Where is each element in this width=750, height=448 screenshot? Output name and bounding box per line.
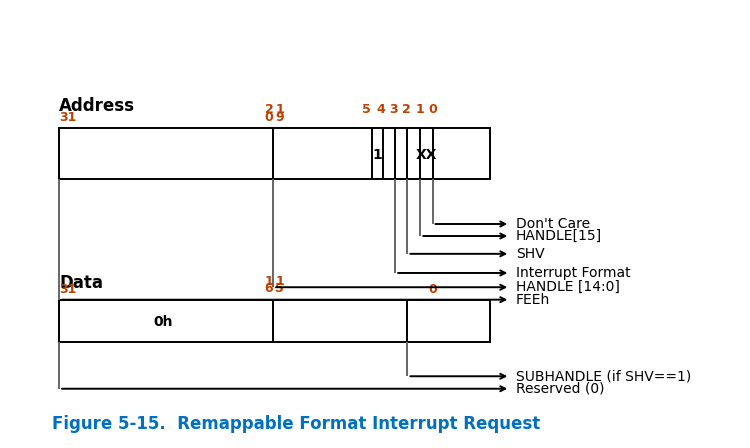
Text: 1: 1: [265, 275, 273, 288]
Text: Figure 5-15.  Remappable Format Interrupt Request: Figure 5-15. Remappable Format Interrupt…: [52, 415, 540, 433]
Text: 1: 1: [275, 275, 284, 288]
Text: 6: 6: [265, 282, 273, 295]
Text: Address: Address: [59, 97, 135, 115]
Text: 3: 3: [389, 103, 398, 116]
Text: 31: 31: [59, 111, 76, 124]
Text: HANDLE[15]: HANDLE[15]: [516, 229, 602, 243]
Text: 31: 31: [59, 283, 76, 296]
Text: 5: 5: [362, 103, 371, 116]
Bar: [59, 300, 490, 342]
Text: HANDLE [14:0]: HANDLE [14:0]: [516, 280, 620, 294]
Text: 9: 9: [275, 111, 284, 124]
Text: 1: 1: [416, 103, 424, 116]
Text: 0h: 0h: [154, 314, 173, 328]
Text: Interrupt Format: Interrupt Format: [516, 266, 631, 280]
Text: 0: 0: [265, 111, 273, 124]
Text: Reserved (0): Reserved (0): [516, 382, 605, 396]
Text: Data: Data: [59, 274, 104, 292]
Text: SUBHANDLE (if SHV==1): SUBHANDLE (if SHV==1): [516, 369, 692, 383]
Text: 0: 0: [428, 283, 437, 296]
Text: XX: XX: [416, 147, 438, 162]
Text: 0: 0: [428, 103, 437, 116]
Text: 1: 1: [275, 103, 284, 116]
Text: SHV: SHV: [516, 247, 544, 261]
Text: 1: 1: [373, 147, 382, 162]
Text: 2: 2: [265, 103, 273, 116]
Bar: [59, 128, 490, 180]
Text: 4: 4: [376, 103, 386, 116]
Text: FEEh: FEEh: [516, 293, 550, 307]
Text: 2: 2: [403, 103, 411, 116]
Text: 5: 5: [275, 282, 284, 295]
Text: Don't Care: Don't Care: [516, 217, 590, 231]
